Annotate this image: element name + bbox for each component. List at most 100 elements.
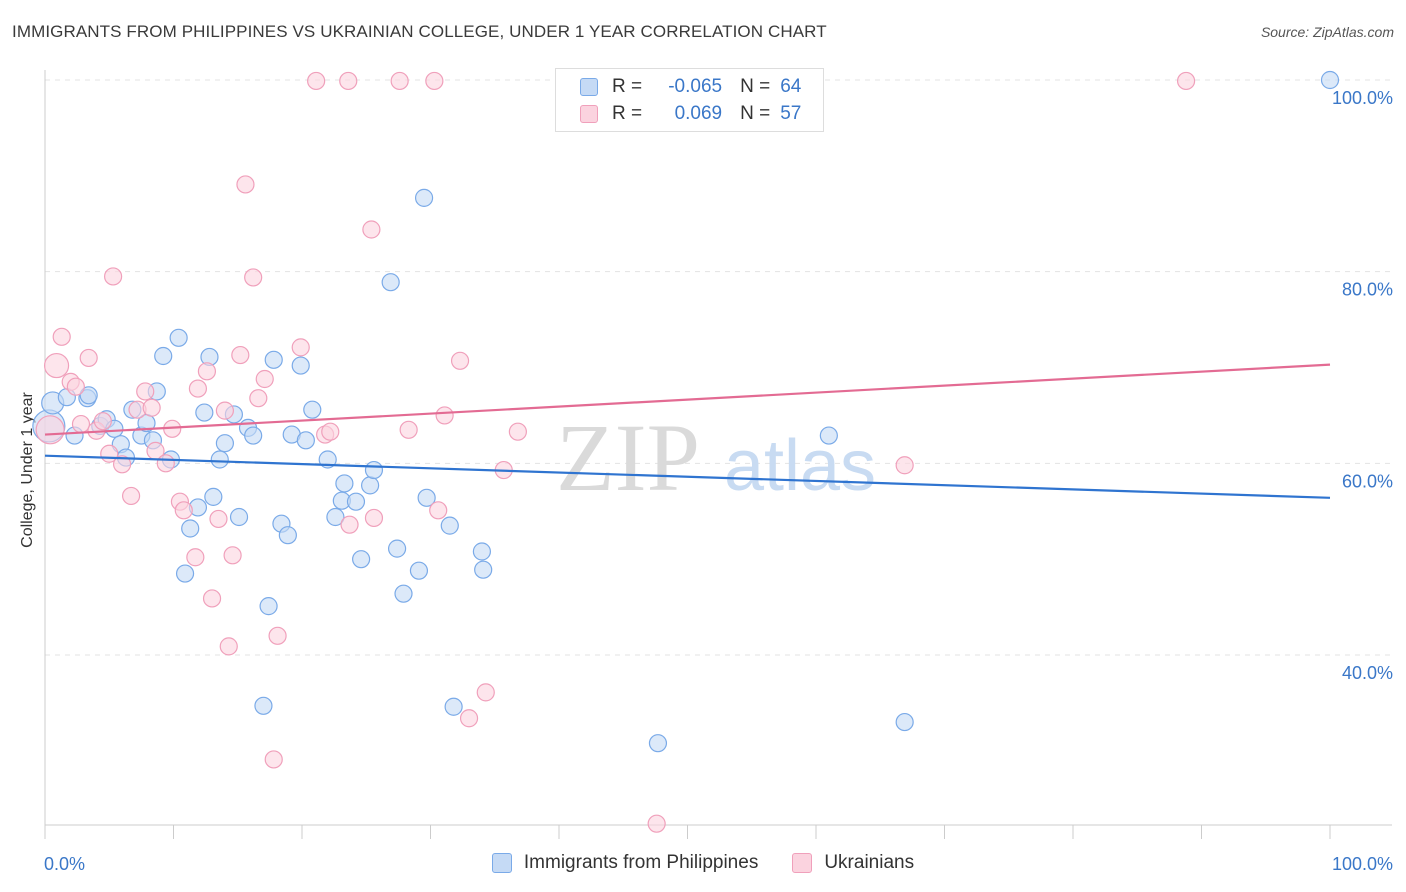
y-tick-label: 60.0% xyxy=(1342,471,1393,491)
point-philippines xyxy=(352,550,371,569)
point-philippines xyxy=(364,460,384,480)
point-ukrainians xyxy=(450,351,470,370)
point-ukrainians xyxy=(219,637,238,656)
y-tick-label: 100.0% xyxy=(1332,88,1393,108)
point-philippines xyxy=(79,386,98,405)
point-ukrainians xyxy=(93,412,112,431)
point-ukrainians xyxy=(255,369,274,389)
point-ukrainians xyxy=(249,389,268,408)
legend-swatch-blue xyxy=(580,78,598,96)
point-philippines xyxy=(381,273,400,292)
point-philippines xyxy=(244,426,263,445)
point-ukrainians xyxy=(236,175,255,194)
point-philippines xyxy=(387,539,407,558)
legend-label: Immigrants from Philippines xyxy=(523,852,759,873)
r-label: R = xyxy=(612,76,643,97)
point-philippines xyxy=(278,526,297,545)
n-label: N = xyxy=(740,76,771,97)
point-ukrainians xyxy=(647,814,666,833)
legend-swatch-blue xyxy=(491,853,512,873)
point-philippines xyxy=(204,487,223,506)
point-ukrainians xyxy=(121,486,141,506)
point-ukrainians xyxy=(66,377,85,396)
trend-lines xyxy=(44,363,1331,499)
r-value: 0.069 xyxy=(674,103,723,124)
legend-swatch-pink xyxy=(580,105,598,123)
point-ukrainians xyxy=(35,415,65,445)
point-philippines xyxy=(175,564,195,583)
point-ukrainians xyxy=(71,414,91,434)
point-ukrainians xyxy=(156,454,175,473)
point-philippines xyxy=(181,519,200,538)
point-philippines xyxy=(264,350,283,369)
legend-row-ukrainians: R = 0.069 N = 57 xyxy=(580,101,801,127)
point-ukrainians xyxy=(186,548,205,567)
point-ukrainians xyxy=(223,546,242,565)
correlation-legend: R = -0.065 N = 64 R = 0.069 N = 57 xyxy=(555,68,824,132)
point-ukrainians xyxy=(321,422,340,441)
r-value: -0.065 xyxy=(668,76,723,97)
x-tick-label: 0.0% xyxy=(44,854,85,874)
point-ukrainians xyxy=(244,268,263,287)
point-ukrainians xyxy=(79,348,98,368)
n-value: 57 xyxy=(780,103,802,124)
point-ukrainians xyxy=(231,345,250,365)
point-ukrainians xyxy=(340,515,359,534)
point-ukrainians xyxy=(307,71,326,91)
point-philippines xyxy=(648,734,668,753)
point-ukrainians xyxy=(399,420,418,439)
trend-line-ukrainians xyxy=(44,363,1331,436)
point-philippines xyxy=(303,400,322,419)
point-ukrainians xyxy=(43,352,70,379)
point-ukrainians xyxy=(291,338,310,357)
tick-labels: 40.0% 60.0% 80.0% 100.0% 0.0% 100.0% xyxy=(44,88,1393,874)
point-ukrainians xyxy=(459,709,479,728)
point-philippines xyxy=(195,403,214,422)
trend-line-philippines xyxy=(44,454,1331,499)
point-philippines xyxy=(394,584,413,603)
point-philippines xyxy=(414,188,434,207)
point-philippines xyxy=(335,474,354,493)
point-philippines xyxy=(229,507,249,527)
point-philippines xyxy=(259,597,278,616)
point-ukrainians xyxy=(390,71,409,91)
point-ukrainians xyxy=(429,501,448,520)
point-philippines xyxy=(169,328,188,347)
point-ukrainians xyxy=(425,71,444,91)
point-ukrainians xyxy=(202,589,222,608)
point-philippines xyxy=(361,476,380,495)
point-ukrainians xyxy=(264,750,283,769)
point-ukrainians xyxy=(435,406,454,425)
legend-item-ukrainians[interactable]: Ukrainians xyxy=(792,852,914,874)
point-ukrainians xyxy=(142,398,161,417)
point-ukrainians xyxy=(197,362,217,381)
source-credit: Source: ZipAtlas.com xyxy=(1260,24,1394,40)
chart-title: IMMIGRANTS FROM PHILIPPINES VS UKRAINIAN… xyxy=(12,22,827,41)
n-label: N = xyxy=(740,103,771,124)
point-philippines xyxy=(254,696,273,715)
point-ukrainians xyxy=(362,220,381,239)
point-philippines xyxy=(444,697,463,716)
point-ukrainians xyxy=(895,456,914,475)
point-philippines xyxy=(819,426,838,445)
y-tick-label: 80.0% xyxy=(1342,280,1393,300)
legend-label: Ukrainians xyxy=(824,852,915,873)
point-ukrainians xyxy=(174,501,193,520)
point-ukrainians xyxy=(104,267,123,286)
point-philippines xyxy=(154,346,173,366)
watermark-atlas: atlas xyxy=(724,426,876,506)
series-legend: Immigrants from Philippines Ukrainians xyxy=(0,852,1406,874)
legend-row-philippines: R = -0.065 N = 64 xyxy=(580,74,801,100)
point-ukrainians xyxy=(112,455,132,474)
legend-item-philippines[interactable]: Immigrants from Philippines xyxy=(491,852,759,874)
point-philippines xyxy=(409,561,429,580)
legend-swatch-pink xyxy=(792,853,813,873)
x-tick-label: 100.0% xyxy=(1332,854,1393,874)
n-value: 64 xyxy=(780,76,802,97)
point-philippines xyxy=(215,434,234,453)
point-philippines xyxy=(472,542,491,561)
watermark-zip: ZIP xyxy=(556,404,700,511)
point-ukrainians xyxy=(136,382,155,401)
data-points xyxy=(32,70,1340,833)
